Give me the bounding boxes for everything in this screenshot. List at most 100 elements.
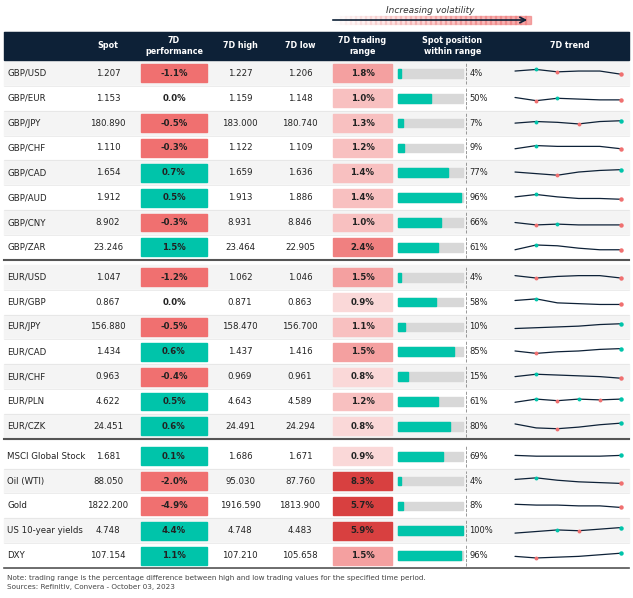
Text: 10%: 10% bbox=[469, 322, 488, 331]
Text: 66%: 66% bbox=[469, 218, 488, 227]
Text: 1.5%: 1.5% bbox=[162, 243, 186, 252]
Bar bbox=[398, 422, 450, 431]
Bar bbox=[355, 16, 361, 24]
Bar bbox=[398, 422, 463, 431]
Text: GBP/USD: GBP/USD bbox=[7, 69, 46, 78]
Text: 1.3%: 1.3% bbox=[351, 118, 375, 127]
Text: DXY: DXY bbox=[7, 551, 25, 560]
Bar bbox=[333, 114, 392, 132]
Text: 1.5%: 1.5% bbox=[351, 347, 374, 356]
Bar bbox=[4, 444, 629, 469]
Text: 15%: 15% bbox=[469, 372, 488, 381]
Bar bbox=[398, 526, 463, 535]
Bar bbox=[398, 273, 463, 282]
Text: Gold: Gold bbox=[7, 501, 27, 510]
Text: 0.9%: 0.9% bbox=[351, 298, 374, 307]
Bar bbox=[4, 136, 629, 160]
Text: 4.483: 4.483 bbox=[287, 526, 312, 535]
Text: 0.961: 0.961 bbox=[288, 372, 312, 381]
Bar bbox=[4, 389, 629, 414]
Text: 1.1%: 1.1% bbox=[351, 322, 375, 331]
Text: 1.636: 1.636 bbox=[287, 168, 312, 178]
Bar bbox=[4, 518, 629, 543]
Text: 24.294: 24.294 bbox=[285, 422, 315, 431]
Bar bbox=[4, 289, 629, 315]
Bar bbox=[398, 452, 463, 460]
Bar bbox=[4, 339, 629, 364]
Text: 0.1%: 0.1% bbox=[162, 451, 186, 460]
Bar bbox=[398, 373, 408, 381]
Text: 1.913: 1.913 bbox=[228, 193, 252, 202]
Text: 100%: 100% bbox=[469, 526, 493, 535]
Bar bbox=[440, 16, 446, 24]
Bar bbox=[398, 477, 401, 486]
Bar bbox=[398, 502, 463, 510]
Text: 1.148: 1.148 bbox=[287, 94, 312, 103]
Bar bbox=[520, 16, 525, 24]
Bar bbox=[141, 293, 207, 311]
Text: Note: trading range is the percentage difference between high and low trading va: Note: trading range is the percentage di… bbox=[7, 575, 426, 581]
Bar bbox=[398, 69, 463, 78]
Bar bbox=[485, 16, 491, 24]
Bar bbox=[333, 293, 392, 311]
Bar bbox=[4, 235, 629, 260]
Bar bbox=[333, 522, 392, 539]
Text: 22.905: 22.905 bbox=[285, 243, 315, 252]
Text: 4.748: 4.748 bbox=[96, 526, 120, 535]
Bar bbox=[350, 16, 356, 24]
Text: 24.491: 24.491 bbox=[225, 422, 255, 431]
Text: 5.9%: 5.9% bbox=[351, 526, 374, 535]
Text: -1.2%: -1.2% bbox=[160, 273, 188, 282]
Bar bbox=[141, 213, 207, 231]
Bar bbox=[398, 502, 403, 510]
Bar bbox=[398, 243, 463, 252]
Bar bbox=[141, 417, 207, 435]
Text: 4%: 4% bbox=[469, 273, 482, 282]
Bar bbox=[398, 373, 463, 381]
Text: 4.4%: 4.4% bbox=[162, 526, 186, 535]
Text: -0.3%: -0.3% bbox=[160, 144, 188, 152]
Text: 4%: 4% bbox=[469, 69, 482, 78]
Bar bbox=[333, 213, 392, 231]
Text: 158.470: 158.470 bbox=[222, 322, 258, 331]
Text: 58%: 58% bbox=[469, 298, 488, 307]
Bar bbox=[4, 315, 629, 339]
Text: 4.643: 4.643 bbox=[228, 397, 253, 406]
Text: 1813.900: 1813.900 bbox=[280, 501, 320, 510]
Text: 85%: 85% bbox=[469, 347, 488, 356]
Text: 107.154: 107.154 bbox=[90, 551, 126, 560]
Bar bbox=[4, 265, 629, 289]
Text: 1.416: 1.416 bbox=[287, 347, 312, 356]
Text: -0.5%: -0.5% bbox=[160, 322, 187, 331]
Text: GBP/ZAR: GBP/ZAR bbox=[7, 243, 46, 252]
Bar bbox=[141, 472, 207, 490]
Text: 8.931: 8.931 bbox=[228, 218, 252, 227]
Text: 87.760: 87.760 bbox=[285, 477, 315, 486]
Text: 1.659: 1.659 bbox=[228, 168, 252, 178]
Text: Increasing volatility: Increasing volatility bbox=[385, 6, 474, 15]
Text: 1.227: 1.227 bbox=[228, 69, 253, 78]
Text: GBP/CAD: GBP/CAD bbox=[7, 168, 46, 178]
Text: 0.8%: 0.8% bbox=[351, 422, 374, 431]
Text: 80%: 80% bbox=[469, 422, 488, 431]
Bar bbox=[398, 322, 404, 331]
Text: 1.207: 1.207 bbox=[96, 69, 120, 78]
Text: 156.700: 156.700 bbox=[282, 322, 318, 331]
Bar bbox=[141, 392, 207, 410]
Bar bbox=[333, 547, 392, 565]
Text: GBP/AUD: GBP/AUD bbox=[7, 193, 47, 202]
Text: 50%: 50% bbox=[469, 94, 488, 103]
Text: US 10-year yields: US 10-year yields bbox=[7, 526, 83, 535]
Bar bbox=[505, 16, 510, 24]
Text: 8.3%: 8.3% bbox=[351, 477, 375, 486]
Text: 1.2%: 1.2% bbox=[351, 397, 375, 406]
Bar bbox=[398, 526, 463, 535]
Bar bbox=[400, 16, 406, 24]
Text: 7D high: 7D high bbox=[223, 41, 258, 50]
Bar bbox=[398, 273, 401, 282]
Bar bbox=[333, 447, 392, 465]
Text: 1.886: 1.886 bbox=[287, 193, 312, 202]
Bar bbox=[500, 16, 506, 24]
Bar bbox=[4, 160, 629, 185]
Text: 0.5%: 0.5% bbox=[162, 193, 186, 202]
